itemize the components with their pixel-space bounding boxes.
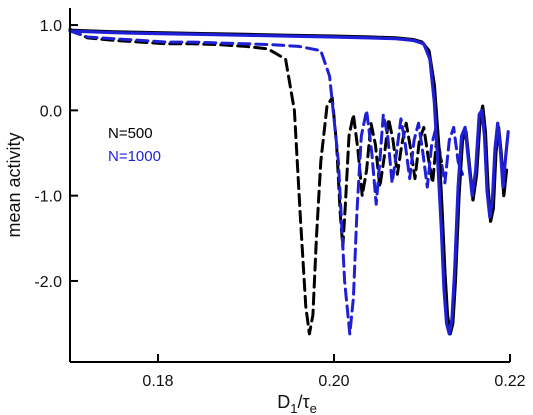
y-axis-label: mean activity	[4, 132, 24, 237]
series-line-solid-n1000	[68, 29, 510, 336]
x-axis-label-main: D	[277, 392, 290, 412]
y-ticks: 1.0 0.0 -1.0 -2.0	[34, 18, 78, 291]
series-line-dashed-n1000	[68, 29, 464, 336]
y-tick-label: -2.0	[34, 274, 62, 291]
x-tick-label: 0.20	[318, 373, 349, 390]
series-line-dashed-n500	[68, 27, 443, 336]
legend-label-n1000: N=1000	[108, 148, 161, 165]
x-ticks: 0.18 0.20 0.22	[142, 354, 526, 390]
x-axis-label-sub2: e	[310, 401, 317, 415]
legend-label-n500: N=500	[108, 125, 153, 142]
x-axis-label-mid: /τ	[297, 392, 309, 412]
x-axis-label-sub1: 1	[290, 401, 297, 415]
x-tick-label: 0.22	[494, 373, 525, 390]
x-tick-label: 0.18	[142, 373, 173, 390]
y-tick-label: 1.0	[40, 18, 62, 35]
series-group	[68, 27, 510, 336]
y-tick-label: 0.0	[40, 103, 62, 120]
y-tick-label: -1.0	[34, 189, 62, 206]
x-axis-label: D1/τe	[277, 392, 317, 415]
